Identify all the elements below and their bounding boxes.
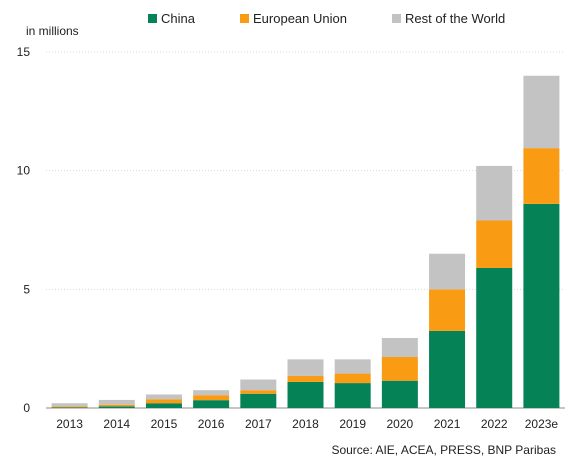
bar-european-union-2018 — [287, 375, 324, 382]
bar-european-union-2023e — [523, 148, 560, 204]
bar-china-2016 — [193, 400, 230, 408]
bar-rest-of-the-world-2016 — [193, 390, 230, 396]
x-tick-label-2016: 2016 — [198, 417, 225, 431]
bar-rest-of-the-world-2017 — [240, 379, 277, 391]
y-tick-label-5: 5 — [23, 282, 30, 296]
bar-rest-of-the-world-2022 — [476, 165, 513, 221]
bar-china-2021 — [429, 330, 466, 408]
legend-label-china: China — [161, 11, 195, 26]
bar-european-union-2014 — [98, 404, 135, 407]
bar-china-2017 — [240, 393, 277, 408]
bar-china-2022 — [476, 267, 513, 408]
bar-european-union-2013 — [51, 406, 88, 408]
x-tick-label-2021: 2021 — [434, 417, 461, 431]
y-tick-label-0: 0 — [23, 401, 30, 415]
bar-rest-of-the-world-2021 — [429, 253, 466, 290]
bar-china-2019 — [334, 383, 371, 408]
y-tick-label-10: 10 — [17, 164, 31, 178]
legend-item-european-union: European Union — [240, 11, 347, 26]
bar-china-2020 — [381, 380, 418, 408]
bar-rest-of-the-world-2015 — [145, 394, 182, 400]
bar-rest-of-the-world-2013 — [51, 403, 88, 407]
legend-swatch-european-union — [240, 14, 249, 23]
x-tick-label-2020: 2020 — [387, 417, 414, 431]
x-tick-label-2023e: 2023e — [525, 417, 559, 431]
bar-rest-of-the-world-2023e — [523, 75, 560, 149]
bar-china-2023e — [523, 203, 560, 408]
x-tick-label-2022: 2022 — [481, 417, 508, 431]
bar-rest-of-the-world-2020 — [381, 337, 418, 357]
bar-european-union-2019 — [334, 373, 371, 384]
y-tick-label-15: 15 — [17, 45, 31, 59]
legend-swatch-rest-of-the-world — [392, 14, 401, 23]
bar-european-union-2020 — [381, 356, 418, 381]
bar-european-union-2016 — [193, 395, 230, 401]
bar-european-union-2017 — [240, 390, 277, 394]
bar-european-union-2015 — [145, 399, 182, 404]
x-tick-label-2015: 2015 — [151, 417, 178, 431]
y-axis-unit-label: in millions — [26, 24, 79, 38]
legend-label-rest-of-the-world: Rest of the World — [405, 11, 506, 26]
bar-rest-of-the-world-2019 — [334, 359, 371, 374]
bar-rest-of-the-world-2018 — [287, 359, 324, 376]
x-tick-label-2014: 2014 — [103, 417, 130, 431]
legend-label-european-union: European Union — [253, 11, 347, 26]
x-tick-label-2019: 2019 — [339, 417, 366, 431]
x-tick-label-2013: 2013 — [56, 417, 83, 431]
bar-china-2018 — [287, 381, 324, 408]
bar-european-union-2022 — [476, 220, 513, 268]
bar-rest-of-the-world-2014 — [98, 399, 135, 405]
bar-china-2014 — [98, 406, 135, 408]
legend-item-china: China — [148, 11, 195, 26]
x-tick-label-2018: 2018 — [292, 417, 319, 431]
legend-item-rest-of-the-world: Rest of the World — [392, 11, 505, 26]
source-note: Source: AIE, ACEA, PRESS, BNP Paribas — [331, 443, 556, 457]
legend-swatch-china — [148, 14, 157, 23]
chart-legend: China European Union Rest of the World — [0, 11, 580, 31]
bar-european-union-2021 — [429, 289, 466, 331]
bar-china-2015 — [145, 403, 182, 408]
x-tick-label-2017: 2017 — [245, 417, 272, 431]
